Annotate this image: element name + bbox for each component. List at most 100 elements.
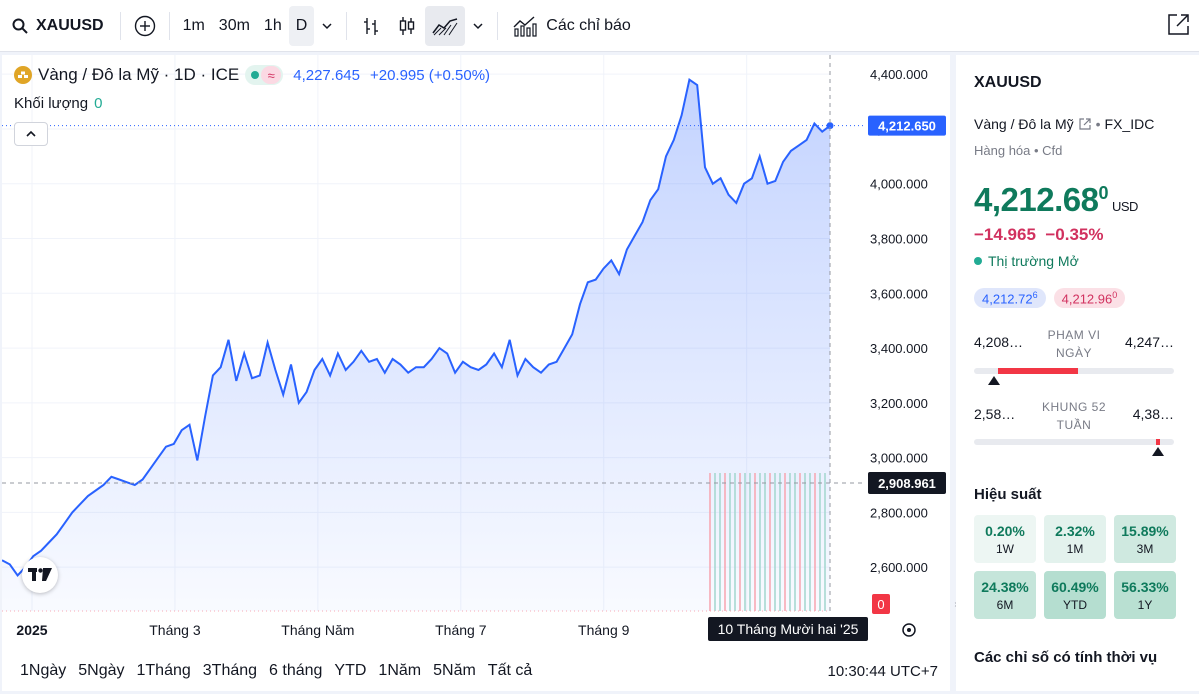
symbol-search-button[interactable]: XAUUSD <box>0 6 114 46</box>
range-1m[interactable]: 1Tháng <box>136 662 191 679</box>
interval-1m[interactable]: 1m <box>182 16 205 34</box>
day-range-fill <box>998 368 1078 374</box>
y-tick-label: 3,800.000 <box>870 232 928 247</box>
perf-value: 2.32% <box>1055 522 1095 539</box>
time-axis-settings-icon[interactable] <box>902 623 916 637</box>
plus-circle-icon <box>134 15 155 36</box>
panel-price: 4,212.680USD <box>974 181 1138 219</box>
legend-title: Vàng / Đô la Mỹ · 1D · ICE <box>38 65 240 84</box>
toolbar-divider <box>168 11 170 40</box>
snapshot-button[interactable] <box>1165 12 1191 43</box>
time-axis-settings-icon-center <box>907 628 911 632</box>
price-line[interactable] <box>2 78 831 577</box>
chart-legend: Vàng / Đô la Mỹ · 1D · ICE ≈ 4,227.645 +… <box>14 65 490 85</box>
range-6m[interactable]: 6 tháng <box>269 662 323 679</box>
external-link-icon[interactable] <box>1078 117 1092 131</box>
volume-axis-label: 0 <box>877 597 884 612</box>
tradingview-logo[interactable] <box>22 557 58 593</box>
perf-1m[interactable]: 2.32% 1M <box>1044 515 1106 563</box>
search-icon <box>12 18 28 34</box>
day-range-high: 4,247… <box>1124 334 1174 350</box>
x-tick-label: Tháng 3 <box>149 622 201 638</box>
collapse-legend-button[interactable] <box>14 122 48 146</box>
price-chart[interactable]: 4,400.0004,200.0004,000.0003,800.0003,60… <box>2 55 950 651</box>
perf-6m[interactable]: 24.38% 6M <box>974 571 1036 619</box>
y-tick-label: 3,400.000 <box>870 341 928 356</box>
last-price-label: 4,212.650 <box>878 119 936 134</box>
panel-description-text[interactable]: Vàng / Đô la Mỹ <box>974 116 1074 132</box>
range-ytd[interactable]: YTD <box>334 662 367 679</box>
x-tick-label: 2025 <box>16 622 47 638</box>
bar-chart-type-button[interactable] <box>353 6 389 46</box>
clock-timezone[interactable]: 10:30:44 UTC+7 <box>827 662 939 680</box>
performance-title: Hiệu suất <box>974 486 1042 503</box>
ask-price: 4,212.960 <box>1053 288 1126 309</box>
perf-ytd[interactable]: 60.49% YTD <box>1044 571 1106 619</box>
bid-ask: 4,212.726 4,212.960 <box>974 288 1126 309</box>
seasonals-title[interactable]: Các chỉ số có tính thời vụ <box>974 649 1158 666</box>
indicators-icon <box>513 15 537 37</box>
chevron-down-icon <box>322 22 332 29</box>
y-tick-label: 3,000.000 <box>870 451 928 466</box>
day-range-bar <box>974 368 1174 374</box>
range-1y[interactable]: 1Năm <box>378 662 422 679</box>
y-tick-label: 2,800.000 <box>870 505 928 520</box>
toolbar-divider <box>119 11 121 40</box>
day-range-label: PHẠM VI NGÀY <box>1047 328 1101 360</box>
volume-legend: Khối lượng 0 <box>14 95 102 112</box>
indicators-button[interactable]: Các chỉ báo <box>504 6 639 46</box>
day-range-low: 4,208… <box>974 334 1024 350</box>
market-status-pill[interactable]: ≈ <box>245 65 284 85</box>
perf-3m[interactable]: 15.89% 3M <box>1114 515 1176 563</box>
interval-dropdown[interactable] <box>314 6 340 46</box>
y-tick-label: 2,600.000 <box>870 560 928 575</box>
symbol-label: XAUUSD <box>36 16 104 34</box>
week52-range-bar <box>974 439 1174 445</box>
performance-grid: 0.20% 1W 2.32% 1M 15.89% 3M 24.38% 6M 60.49%… <box>974 515 1176 619</box>
range-1d[interactable]: 1Ngày <box>20 662 67 679</box>
chart-type-dropdown[interactable] <box>465 6 491 46</box>
indicators-label: Các chỉ báo <box>546 16 631 34</box>
x-tick-label: Tháng 7 <box>435 622 487 638</box>
area-chart-type-button[interactable] <box>425 5 466 46</box>
compare-symbol-button[interactable] <box>127 6 163 46</box>
crosshair-date-bg <box>708 617 868 641</box>
x-tick-label: Tháng Năm <box>281 622 354 638</box>
y-tick-label: 4,400.000 <box>870 67 928 82</box>
market-status[interactable]: Thị trường Mở <box>974 253 1079 269</box>
interval-1h[interactable]: 1h <box>263 16 282 34</box>
perf-value: 56.33% <box>1121 578 1169 595</box>
chart-pane[interactable]: 4,400.0004,200.0004,000.0003,800.0003,60… <box>2 55 950 691</box>
gold-symbol-icon <box>14 66 32 84</box>
perf-1y[interactable]: 56.33% 1Y <box>1114 571 1176 619</box>
crosshair-price-bg <box>868 472 946 494</box>
range-5d[interactable]: 5Ngày <box>78 662 125 679</box>
panel-symbol[interactable]: XAUUSD <box>974 74 1042 91</box>
range-all[interactable]: Tất cả <box>487 662 533 679</box>
market-open-dot <box>974 257 982 265</box>
panel-change: −14.965 −0.35% <box>974 225 1104 244</box>
y-tick-label: 3,200.000 <box>870 396 928 411</box>
y-tick-label: 3,600.000 <box>870 286 928 301</box>
week52-label: KHUNG 52 TUẦN <box>1041 400 1107 432</box>
candles-chart-type-button[interactable] <box>389 6 425 46</box>
price-superscript: 0 <box>1098 183 1108 203</box>
last-price-label-bg <box>868 115 946 136</box>
perf-1w[interactable]: 0.20% 1W <box>974 515 1036 563</box>
range-3m[interactable]: 3Tháng <box>202 662 258 679</box>
panel-exchange[interactable]: FX_IDC <box>1104 116 1155 132</box>
volume-label: Khối lượng <box>14 95 89 112</box>
ask-value: 4,212.96 <box>1061 291 1113 307</box>
perf-label: 1Y <box>1137 597 1153 612</box>
week52-low: 2,58… <box>974 406 1016 422</box>
perf-label: 6M <box>996 597 1014 612</box>
chevron-down-icon <box>473 22 483 29</box>
range-5y[interactable]: 5Năm <box>433 662 476 679</box>
bars-icon <box>364 17 379 35</box>
perf-label: YTD <box>1063 597 1087 612</box>
date-range-bar: 1Ngày 5Ngày 1Tháng 3Tháng 6 tháng YTD 1N… <box>2 651 950 691</box>
perf-value: 15.89% <box>1121 522 1169 539</box>
interval-30m[interactable]: 30m <box>218 16 250 34</box>
interval-d[interactable]: D <box>288 5 315 46</box>
x-tick-label: Tháng 9 <box>578 622 630 638</box>
